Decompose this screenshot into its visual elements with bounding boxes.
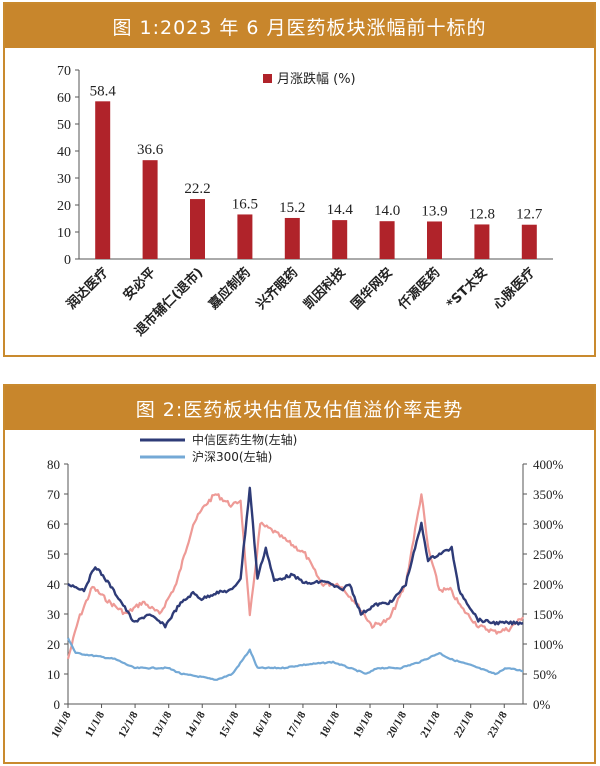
y-tick-label: 30 (57, 172, 71, 187)
series-line-0 (67, 486, 524, 629)
chart-1-title: 图 1:2023 年 6 月医药板块涨幅前十标的 (5, 4, 594, 48)
category-label: 心脉医疗 (490, 265, 538, 313)
bar (427, 221, 442, 259)
x-tick-label: 21/1/8 (418, 709, 443, 740)
bar-value-label: 13.9 (421, 203, 447, 219)
line-chart: 0 10 20 30 40 50 60 70 80 0% 50% 100% 150% 200% 250% 30… (47, 432, 564, 740)
y-tick-label: 40 (57, 145, 71, 160)
right-tick-label: 150% (533, 607, 564, 622)
x-tick-label: 19/1/8 (351, 709, 376, 740)
right-tick-label: 200% (533, 577, 564, 592)
bar-value-label: 14.0 (374, 203, 400, 219)
right-tick-label: 300% (533, 517, 564, 532)
x-tick-label: 16/1/8 (250, 709, 275, 740)
category-label: 安必平 (120, 265, 159, 304)
left-tick-label: 30 (47, 607, 60, 622)
x-tick-label: 15/1/8 (217, 709, 242, 740)
right-tick-label: 0% (533, 697, 551, 712)
bar-value-label: 16.5 (232, 196, 258, 212)
y-tick-label: 0 (64, 253, 71, 268)
bar-value-label: 22.2 (184, 181, 210, 197)
legend-label-0: 中信医药生物(左轴) (192, 432, 297, 447)
category-label: 嘉应制药 (205, 265, 254, 314)
bar (95, 101, 111, 259)
left-tick-label: 20 (47, 637, 60, 652)
bar-value-label: 58.4 (90, 83, 117, 99)
left-tick-label: 60 (47, 517, 60, 532)
bar (332, 220, 348, 259)
series-line-1 (66, 637, 523, 681)
x-tick-label: 22/1/8 (452, 709, 477, 740)
y-tick-label: 70 (57, 64, 71, 79)
bar (474, 224, 490, 259)
category-label: *ST太安 (443, 265, 490, 312)
y-tick-label: 10 (57, 226, 71, 241)
bar (379, 221, 395, 259)
bar-value-label: 15.2 (279, 200, 305, 216)
category-label: 仟源医药 (395, 265, 444, 314)
x-tick-label: 23/1/8 (485, 709, 510, 740)
x-tick-label: 12/1/8 (116, 709, 141, 740)
x-tick-label: 18/1/8 (318, 709, 343, 740)
legend-label-1: 沪深300(左轴) (192, 449, 272, 464)
legend-swatch (263, 74, 272, 83)
chart-panel-2: 图 2:医药板块估值及估值溢价率走势 0 10 20 30 40 50 60 70 80 0% 50… (3, 384, 596, 764)
x-tick-label: 14/1/8 (183, 709, 208, 740)
left-tick-label: 70 (47, 487, 60, 502)
y-tick-label: 20 (57, 199, 71, 214)
category-label: 兴齐眼药 (253, 265, 301, 313)
bar (237, 214, 253, 259)
bar (142, 160, 158, 259)
left-tick-label: 0 (54, 697, 61, 712)
left-tick-label: 80 (47, 457, 60, 472)
x-tick-label: 17/1/8 (284, 709, 309, 740)
left-tick-label: 10 (47, 667, 60, 682)
bar (521, 224, 537, 259)
bar (190, 199, 205, 259)
x-tick-label: 20/1/8 (385, 709, 410, 740)
legend-label: 月涨跌幅 (%) (277, 71, 356, 87)
left-tick-label: 40 (47, 577, 60, 592)
y-tick-label: 60 (57, 91, 71, 106)
bar-value-label: 12.7 (516, 207, 543, 223)
category-label: 国华网安 (348, 265, 396, 313)
category-label: 凯因科技 (300, 264, 349, 313)
right-tick-label: 250% (533, 547, 564, 562)
x-tick-label: 11/1/8 (83, 709, 107, 739)
left-tick-label: 50 (47, 547, 60, 562)
x-tick-label: 13/1/8 (150, 709, 175, 740)
right-tick-label: 350% (533, 487, 564, 502)
bar (284, 217, 300, 259)
series-line-2 (66, 493, 524, 660)
bar-value-label: 14.4 (327, 202, 354, 218)
category-label: 润达医疗 (63, 265, 111, 313)
right-tick-label: 400% (533, 457, 564, 472)
right-tick-label: 50% (533, 667, 557, 682)
bar-value-label: 36.6 (137, 142, 164, 158)
x-tick-label: 10/1/8 (49, 709, 74, 740)
chart-2-title: 图 2:医药板块估值及估值溢价率走势 (5, 386, 594, 430)
chart-panel-1: 图 1:2023 年 6 月医药板块涨幅前十标的 0 10 20 30 40 50 60 70… (3, 2, 596, 357)
bar-value-label: 12.8 (469, 206, 495, 222)
y-tick-label: 50 (57, 118, 71, 133)
right-tick-label: 100% (533, 637, 564, 652)
bar-chart: 01020304050607058.4润达医疗36.6安必平22.2退市辅仁(退… (57, 64, 553, 339)
